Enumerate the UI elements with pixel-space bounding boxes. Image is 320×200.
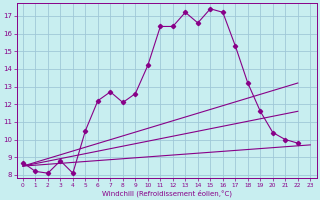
X-axis label: Windchill (Refroidissement éolien,°C): Windchill (Refroidissement éolien,°C) — [101, 189, 232, 197]
